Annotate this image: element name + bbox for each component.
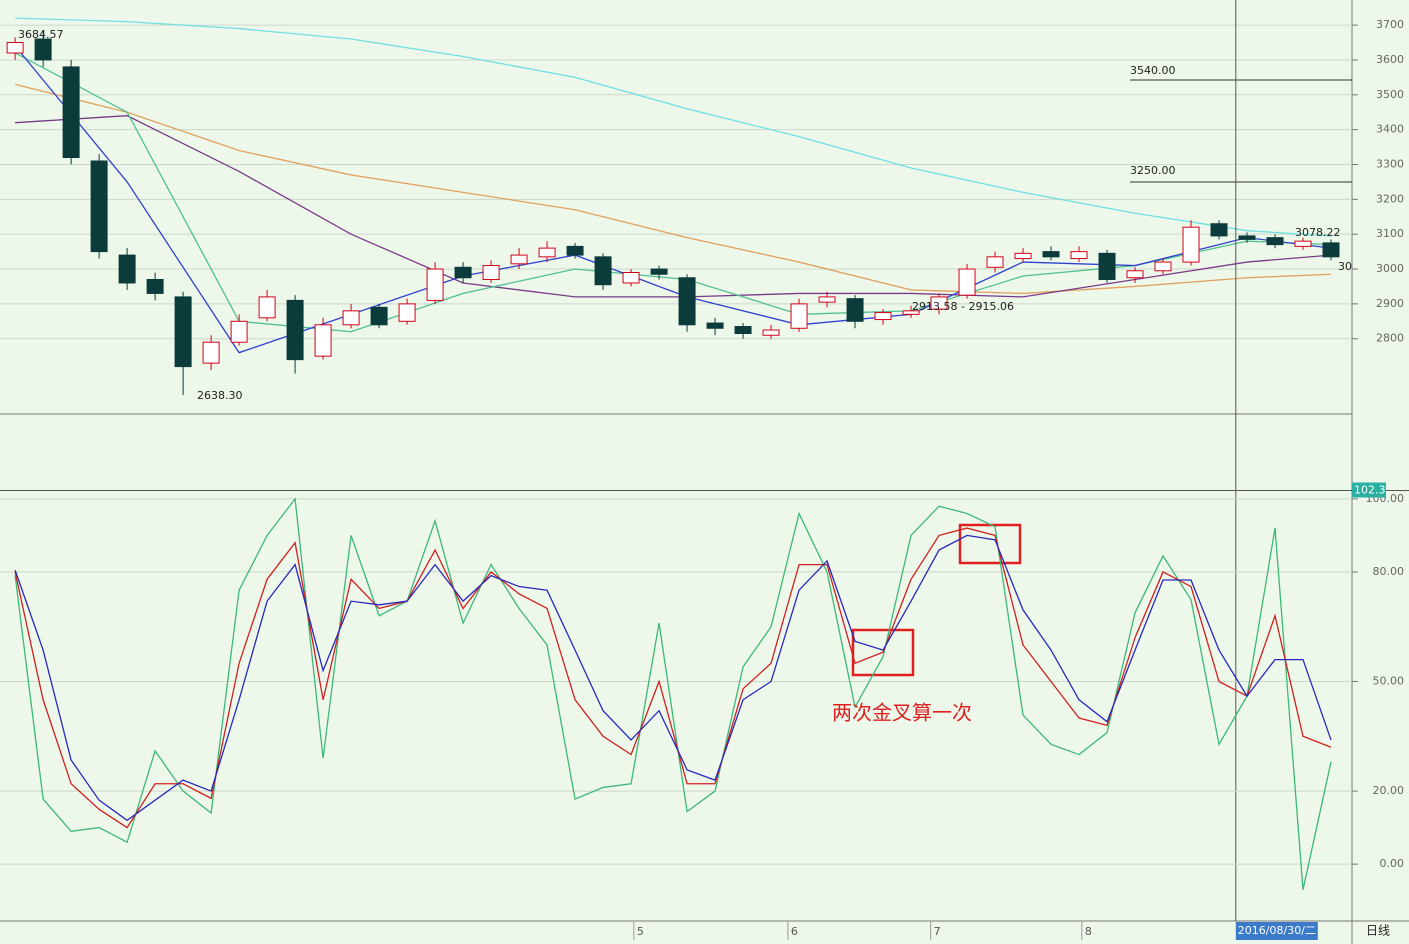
candle-body [846, 298, 864, 322]
candle-body [1154, 261, 1172, 272]
candle-body [1322, 242, 1340, 258]
candle-body [1210, 223, 1228, 237]
candle-body [342, 310, 360, 326]
candle-body [986, 256, 1004, 268]
candle-body [398, 303, 416, 322]
candle-body [734, 326, 752, 335]
candle-body [6, 42, 24, 54]
y-tick-label: 80.00 [1373, 565, 1405, 578]
y-tick-label: 2800 [1376, 332, 1404, 345]
candle-body [1294, 240, 1312, 247]
price-annotation: 2913.58 - 2915.06 [912, 300, 1014, 313]
candle-body [202, 341, 220, 364]
price-annotation: 2638.30 [197, 389, 243, 402]
candle-body [258, 296, 276, 319]
y-tick-label: 3600 [1376, 53, 1404, 66]
candle-body [1266, 237, 1284, 246]
candle-body [874, 312, 892, 321]
candle-body [230, 320, 248, 343]
candle-body [594, 256, 612, 286]
reference-label: 102.3 [1354, 483, 1386, 496]
candle-body [930, 296, 948, 310]
candle-body [454, 266, 472, 279]
candle-body [706, 322, 724, 329]
cursor-label: 2016/08/30/二 [1238, 924, 1316, 937]
candle-body [62, 66, 80, 159]
candle-body [1126, 270, 1144, 279]
y-tick-label: 3700 [1376, 18, 1404, 31]
candle-body [1238, 235, 1256, 240]
y-tick-label: 3100 [1376, 227, 1404, 240]
price-annotation: 3078.22 [1295, 226, 1341, 239]
annotation: 两次金叉算一次 [832, 701, 972, 725]
candle-body [510, 254, 528, 265]
highlight-box [851, 628, 915, 677]
price-annotation: 3684.57 [18, 28, 64, 41]
candle-body [34, 38, 52, 61]
y-tick-label: 2900 [1376, 297, 1404, 310]
candle-body [1042, 251, 1060, 258]
candle-body [90, 160, 108, 253]
y-tick-label: 3400 [1376, 123, 1404, 136]
candle-body [622, 272, 640, 284]
candle-body [678, 277, 696, 326]
candle-body [1182, 226, 1200, 263]
x-tick-label: 7 [934, 925, 941, 938]
candle-body [146, 278, 164, 294]
candle-body [286, 299, 304, 361]
y-tick-label: 3000 [1376, 262, 1404, 275]
x-tick-label: 5 [637, 925, 644, 938]
candle-body [650, 268, 668, 275]
moving-average [14, 83, 1332, 295]
candle-body [818, 296, 836, 303]
candle-body [902, 310, 920, 315]
reference-label-box [1352, 482, 1386, 498]
candle-body [118, 254, 136, 284]
cursor-label-box [1235, 922, 1318, 940]
candle-body [566, 245, 584, 256]
y-tick-label: 3300 [1376, 157, 1404, 170]
period-label: 日线 [1366, 924, 1390, 938]
candle-body [762, 329, 780, 336]
candle-body [426, 268, 444, 301]
indicator-line [14, 534, 1332, 822]
candle-body [790, 303, 808, 329]
candle-body [958, 268, 976, 296]
candle-body [370, 306, 388, 326]
y-tick-label: 3500 [1376, 88, 1404, 101]
x-tick-label: 8 [1085, 925, 1092, 938]
candle-body [314, 324, 332, 357]
candle-body [1070, 251, 1088, 260]
x-tick-label: 6 [791, 925, 798, 938]
y-tick-label: 3200 [1376, 192, 1404, 205]
y-tick-label: 20.00 [1373, 784, 1405, 797]
price-annotation: 3250.00 [1130, 164, 1176, 177]
price-annotation: 30 [1338, 260, 1352, 273]
candle-body [538, 247, 556, 258]
price-annotation: 3540.00 [1130, 64, 1176, 77]
candle-body [1014, 252, 1032, 260]
y-tick-label: 0.00 [1380, 857, 1405, 870]
candle-body [482, 265, 500, 280]
candle-body [1098, 252, 1116, 280]
moving-average [15, 17, 1332, 237]
y-tick-label: 50.00 [1373, 675, 1405, 688]
candle-body [174, 296, 192, 368]
